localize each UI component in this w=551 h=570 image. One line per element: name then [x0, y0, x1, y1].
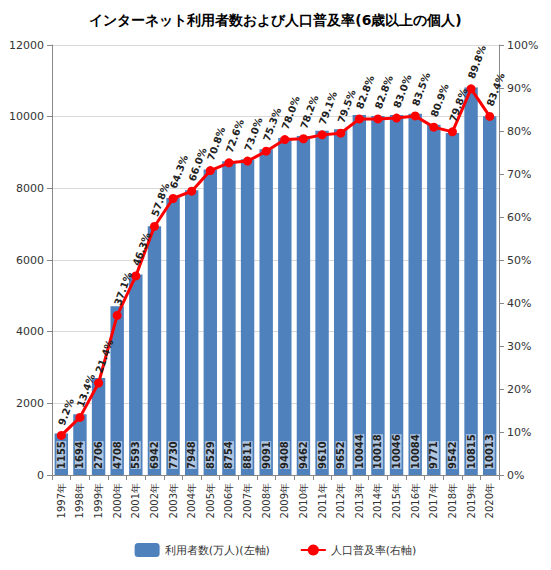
svg-text:37.1%: 37.1%: [112, 270, 134, 306]
svg-text:2000: 2000: [16, 397, 44, 410]
svg-text:9091: 9091: [261, 441, 272, 469]
svg-text:10000: 10000: [9, 110, 44, 123]
svg-text:10815: 10815: [466, 434, 477, 469]
svg-text:2012年: 2012年: [335, 483, 346, 518]
svg-text:1155: 1155: [56, 441, 67, 469]
svg-text:人口普及率(右軸): 人口普及率(右軸): [331, 544, 417, 557]
svg-text:2006年: 2006年: [223, 483, 234, 518]
svg-text:6000: 6000: [16, 254, 44, 267]
svg-text:5593: 5593: [130, 441, 141, 469]
svg-text:4708: 4708: [112, 441, 123, 469]
svg-text:1999年: 1999年: [93, 483, 104, 518]
svg-text:78.0%: 78.0%: [279, 94, 302, 131]
svg-text:10044: 10044: [354, 434, 365, 469]
svg-text:2706: 2706: [93, 441, 104, 469]
svg-text:79.8%: 79.8%: [447, 87, 469, 123]
svg-text:75.3%: 75.3%: [261, 106, 284, 143]
svg-text:7948: 7948: [186, 441, 197, 469]
svg-text:83.5%: 83.5%: [410, 71, 432, 107]
svg-text:2016年: 2016年: [410, 483, 421, 518]
svg-text:82.8%: 82.8%: [372, 74, 395, 111]
svg-text:10013: 10013: [484, 434, 495, 469]
svg-text:57.8%: 57.8%: [149, 181, 172, 218]
svg-text:2011年: 2011年: [317, 483, 328, 518]
svg-text:73.0%: 73.0%: [242, 116, 264, 152]
svg-text:2002年: 2002年: [149, 483, 160, 518]
svg-text:9.2%: 9.2%: [56, 397, 76, 427]
svg-text:2019年: 2019年: [466, 483, 477, 518]
svg-text:1694: 1694: [74, 441, 85, 469]
svg-text:9408: 9408: [279, 441, 290, 469]
svg-text:2015年: 2015年: [391, 483, 402, 518]
svg-text:2004年: 2004年: [186, 483, 197, 518]
svg-text:20%: 20%: [507, 383, 531, 396]
svg-text:72.6%: 72.6%: [223, 117, 246, 155]
svg-text:90%: 90%: [507, 82, 531, 95]
svg-text:10%: 10%: [507, 426, 531, 439]
svg-text:2014年: 2014年: [372, 483, 383, 518]
svg-text:60%: 60%: [507, 211, 531, 224]
svg-text:1997年: 1997年: [56, 483, 67, 518]
svg-text:2007年: 2007年: [242, 483, 253, 518]
svg-text:2008年: 2008年: [261, 483, 272, 518]
svg-text:8529: 8529: [205, 441, 216, 469]
svg-text:2010年: 2010年: [298, 483, 309, 518]
svg-text:12000: 12000: [9, 39, 44, 52]
svg-text:30%: 30%: [507, 340, 531, 353]
svg-text:9542: 9542: [447, 441, 458, 469]
svg-text:7730: 7730: [168, 441, 179, 469]
svg-text:80.9%: 80.9%: [429, 82, 451, 118]
svg-text:82.8%: 82.8%: [354, 74, 377, 111]
svg-text:6942: 6942: [149, 441, 160, 469]
svg-text:0: 0: [37, 469, 44, 482]
svg-text:8754: 8754: [223, 441, 234, 469]
svg-text:9771: 9771: [428, 441, 439, 469]
svg-text:79.1%: 79.1%: [316, 89, 340, 127]
svg-text:79.5%: 79.5%: [335, 88, 358, 125]
svg-text:2013年: 2013年: [354, 483, 365, 518]
svg-text:78.2%: 78.2%: [298, 94, 320, 130]
svg-text:9652: 9652: [335, 441, 346, 469]
svg-text:9610: 9610: [317, 441, 328, 469]
svg-text:2020年: 2020年: [484, 483, 495, 518]
svg-text:利用者数(万人)(左軸): 利用者数(万人)(左軸): [165, 544, 270, 557]
svg-text:83.0%: 83.0%: [391, 73, 414, 110]
svg-text:21.4%: 21.4%: [93, 338, 115, 374]
svg-text:0%: 0%: [507, 469, 524, 482]
svg-text:70.8%: 70.8%: [205, 126, 227, 162]
svg-text:10046: 10046: [391, 434, 402, 469]
svg-text:8000: 8000: [16, 182, 44, 195]
svg-text:46.3%: 46.3%: [131, 231, 153, 267]
svg-text:2005年: 2005年: [205, 483, 216, 518]
svg-text:64.3%: 64.3%: [168, 154, 190, 190]
svg-text:70%: 70%: [507, 168, 531, 181]
svg-text:9462: 9462: [298, 441, 309, 469]
svg-text:8811: 8811: [242, 441, 253, 469]
svg-text:2009年: 2009年: [279, 483, 290, 518]
svg-text:10084: 10084: [410, 434, 421, 469]
svg-text:89.8%: 89.8%: [466, 44, 488, 80]
svg-text:80%: 80%: [507, 125, 531, 138]
svg-text:100%: 100%: [507, 39, 538, 52]
svg-text:1998年: 1998年: [74, 483, 85, 518]
svg-text:40%: 40%: [507, 297, 531, 310]
svg-text:13.4%: 13.4%: [75, 372, 97, 408]
svg-text:2001年: 2001年: [130, 483, 141, 518]
svg-text:2018年: 2018年: [447, 483, 458, 518]
svg-text:2000年: 2000年: [112, 483, 123, 518]
svg-text:50%: 50%: [507, 254, 531, 267]
svg-text:4000: 4000: [16, 325, 44, 338]
svg-text:66.0%: 66.0%: [187, 146, 209, 182]
svg-text:インターネット利用者数および人口普及率(6歳以上の個人): インターネット利用者数および人口普及率(6歳以上の個人): [89, 12, 462, 28]
svg-text:83.4%: 83.4%: [485, 71, 507, 107]
svg-text:2017年: 2017年: [428, 483, 439, 518]
svg-text:10018: 10018: [372, 434, 383, 469]
svg-text:2003年: 2003年: [168, 483, 179, 518]
